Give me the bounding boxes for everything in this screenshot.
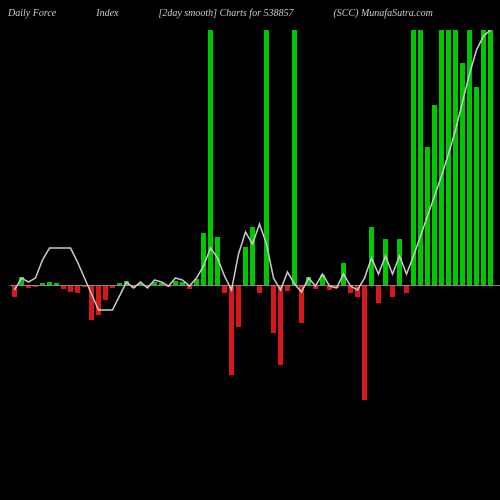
title-part2: Index	[96, 8, 118, 19]
chart-header: Daily Force Index [2day smooth] Charts f…	[8, 8, 492, 19]
price-line-overlay	[0, 30, 500, 500]
title-part1: Daily Force	[8, 8, 56, 19]
force-index-chart	[0, 30, 500, 500]
ticker-info: (SCC) MunafaSutra.com	[333, 8, 432, 19]
line-series	[15, 30, 491, 310]
subtitle: [2day smooth] Charts for 538857	[158, 8, 293, 19]
